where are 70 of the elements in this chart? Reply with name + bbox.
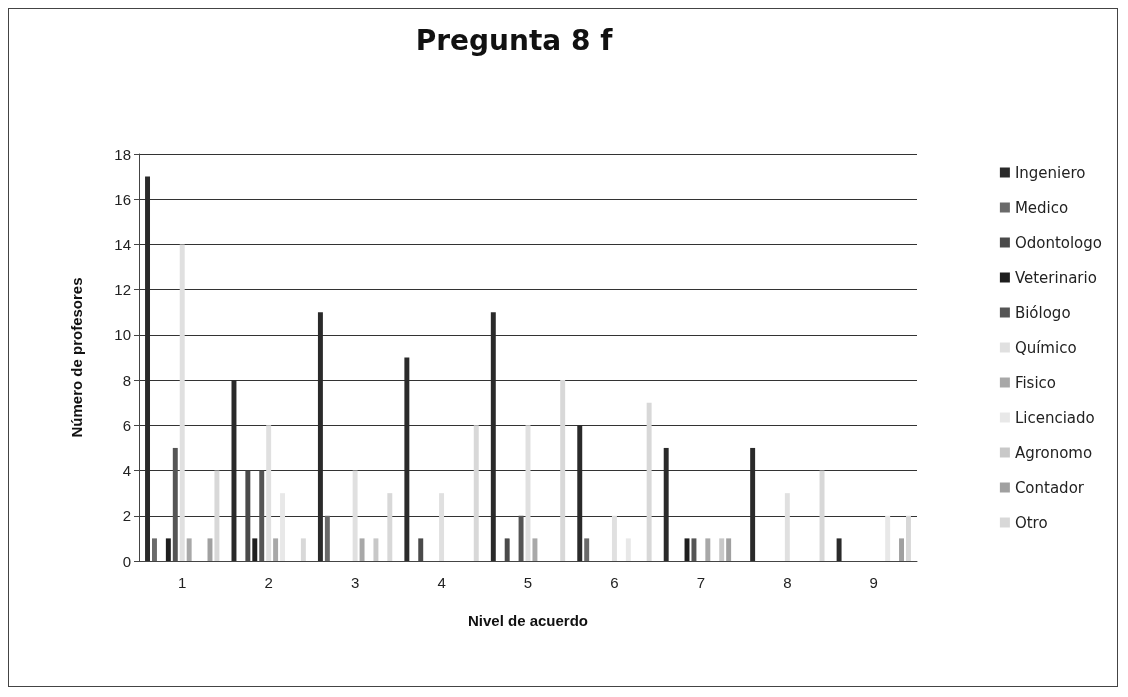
bar xyxy=(359,538,365,561)
bar xyxy=(273,538,279,561)
x-tick-label: 8 xyxy=(783,574,792,591)
y-tick-label: 12 xyxy=(114,281,131,299)
legend-label: Odontologo xyxy=(1014,233,1103,252)
bar xyxy=(625,538,631,561)
y-tick-label: 14 xyxy=(114,235,131,253)
bar xyxy=(207,538,213,561)
bar xyxy=(532,538,538,561)
x-tick-label: 1 xyxy=(178,574,187,591)
bar xyxy=(165,538,171,561)
x-tick-label: 6 xyxy=(610,574,619,591)
bar xyxy=(252,538,258,561)
legend-label: Licenciado xyxy=(1014,408,1095,427)
x-tick-label: 2 xyxy=(264,574,273,591)
y-tick-label: 8 xyxy=(122,371,131,389)
legend-label: Agronomo xyxy=(1014,443,1093,462)
bar xyxy=(705,538,711,561)
bar xyxy=(560,380,566,561)
x-tick-label: 7 xyxy=(696,574,706,591)
y-tick-label: 18 xyxy=(114,145,131,163)
bar xyxy=(373,538,379,561)
bar xyxy=(611,515,617,561)
x-tick-label: 3 xyxy=(350,574,360,591)
bar xyxy=(719,538,725,561)
bar xyxy=(584,538,590,561)
x-tick-label: 5 xyxy=(523,574,533,591)
bar xyxy=(172,447,178,561)
bar xyxy=(726,538,732,561)
bar xyxy=(266,425,272,561)
legend-label: Medico xyxy=(1014,198,1069,217)
bar xyxy=(387,493,393,561)
x-tick-label: 9 xyxy=(869,574,878,591)
legend-label: Biólogo xyxy=(1014,303,1071,322)
legend-label: Otro xyxy=(1014,513,1048,532)
legend-label: Químico xyxy=(1014,338,1077,357)
y-tick-label: 0 xyxy=(122,552,131,570)
legend-label: Veterinario xyxy=(1014,268,1097,287)
bar xyxy=(300,538,306,561)
bar xyxy=(899,538,905,561)
bar xyxy=(518,515,524,561)
legend-label: Fisico xyxy=(1014,373,1057,392)
y-tick-label: 16 xyxy=(114,190,131,208)
x-tick-label: 4 xyxy=(437,574,446,591)
x-axis-title: Nivel de acuerdo xyxy=(467,612,589,629)
y-tick-label: 10 xyxy=(114,326,131,344)
bar xyxy=(324,515,330,561)
bar xyxy=(473,425,479,561)
bar xyxy=(439,493,445,561)
bar xyxy=(352,470,358,561)
bar xyxy=(691,538,697,561)
bar xyxy=(905,515,911,561)
bar xyxy=(280,493,286,561)
bar xyxy=(646,402,652,561)
bar xyxy=(259,470,265,561)
bar xyxy=(179,244,185,561)
bar xyxy=(885,515,891,561)
chart-title: Pregunta 8 f xyxy=(415,23,614,57)
y-tick-label: 6 xyxy=(122,416,131,434)
bar xyxy=(784,493,790,561)
bar xyxy=(214,470,220,561)
y-tick-label: 4 xyxy=(122,462,131,480)
bar xyxy=(186,538,192,561)
y-axis-title: Número de profesores xyxy=(68,277,85,438)
y-tick-label: 2 xyxy=(122,507,131,525)
bar xyxy=(836,538,842,561)
bar xyxy=(819,470,825,561)
legend-label: Contador xyxy=(1014,478,1085,497)
bar xyxy=(151,538,157,561)
legend-label: Ingeniero xyxy=(1014,163,1086,182)
